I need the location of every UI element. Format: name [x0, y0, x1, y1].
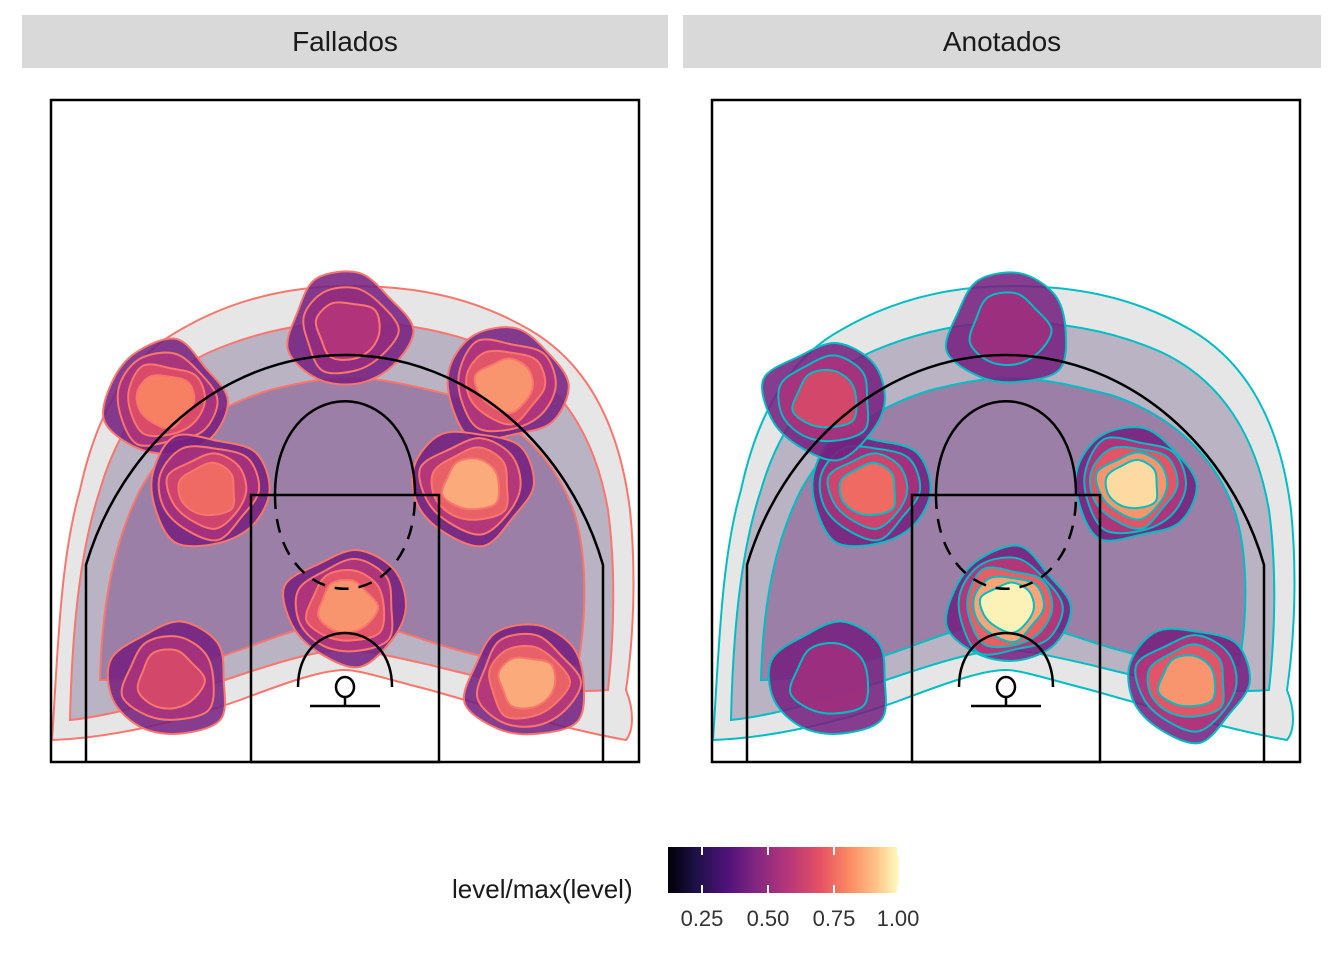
density-peak-right-elbow — [1104, 458, 1159, 510]
density-peak-top-of-key — [968, 291, 1053, 367]
density-peak-left-corner — [136, 648, 206, 710]
facet-strip-fallados: Fallados — [22, 15, 668, 68]
legend-tick — [897, 847, 899, 855]
court-lines — [710, 98, 1302, 764]
facet-label: Anotados — [942, 25, 1062, 57]
density-peak-left-elbow — [838, 461, 897, 517]
density-peak-left-wing — [791, 368, 858, 429]
rim — [995, 675, 1017, 699]
density-peak-top-of-key — [314, 301, 381, 361]
density-peak-right-wing — [473, 357, 535, 415]
facet-label: Fallados — [292, 25, 398, 57]
legend: level/max(level) 0.25 0.50 0.75 1.00 — [440, 840, 940, 940]
density-peak-right-corner — [497, 656, 557, 710]
paint-area — [249, 493, 441, 764]
legend-tick — [701, 885, 703, 893]
legend-tick-label: 0.25 — [680, 906, 724, 931]
density-peak-paint — [317, 578, 380, 634]
rim — [334, 675, 356, 699]
density-peak-right-elbow — [441, 457, 501, 511]
density-peak-left-wing — [135, 374, 196, 430]
legend-tick-label: 1.00 — [876, 906, 920, 931]
three-point-line — [745, 353, 1266, 762]
legend-tick — [767, 847, 769, 855]
density-peak-left-elbow — [177, 461, 236, 517]
facet-strip-anotados: Anotados — [683, 15, 1321, 68]
legend-tick — [897, 885, 899, 893]
legend-colorbar — [668, 847, 899, 893]
legend-tick — [767, 885, 769, 893]
legend-tick — [701, 847, 703, 855]
density-peak-right-corner — [1157, 654, 1217, 708]
three-point-line — [84, 353, 605, 762]
free-throw-circle-bottom — [934, 494, 1078, 590]
density-panel-fallados — [49, 98, 641, 764]
legend-tick-label: 0.50 — [746, 906, 790, 931]
free-throw-circle-top — [934, 400, 1078, 496]
density-peak-left-corner — [788, 641, 870, 715]
legend-tick-label: 0.75 — [812, 906, 856, 931]
legend-title: level/max(level) — [452, 874, 633, 904]
density-panel-anotados — [710, 98, 1302, 764]
legend-tick — [833, 847, 835, 855]
paint-area — [910, 493, 1102, 764]
court-lines — [49, 98, 641, 764]
free-throw-circle-bottom — [273, 494, 417, 590]
legend-tick — [833, 885, 835, 893]
restricted-area — [957, 631, 1055, 688]
free-throw-circle-top — [273, 400, 417, 496]
restricted-area — [296, 631, 394, 688]
